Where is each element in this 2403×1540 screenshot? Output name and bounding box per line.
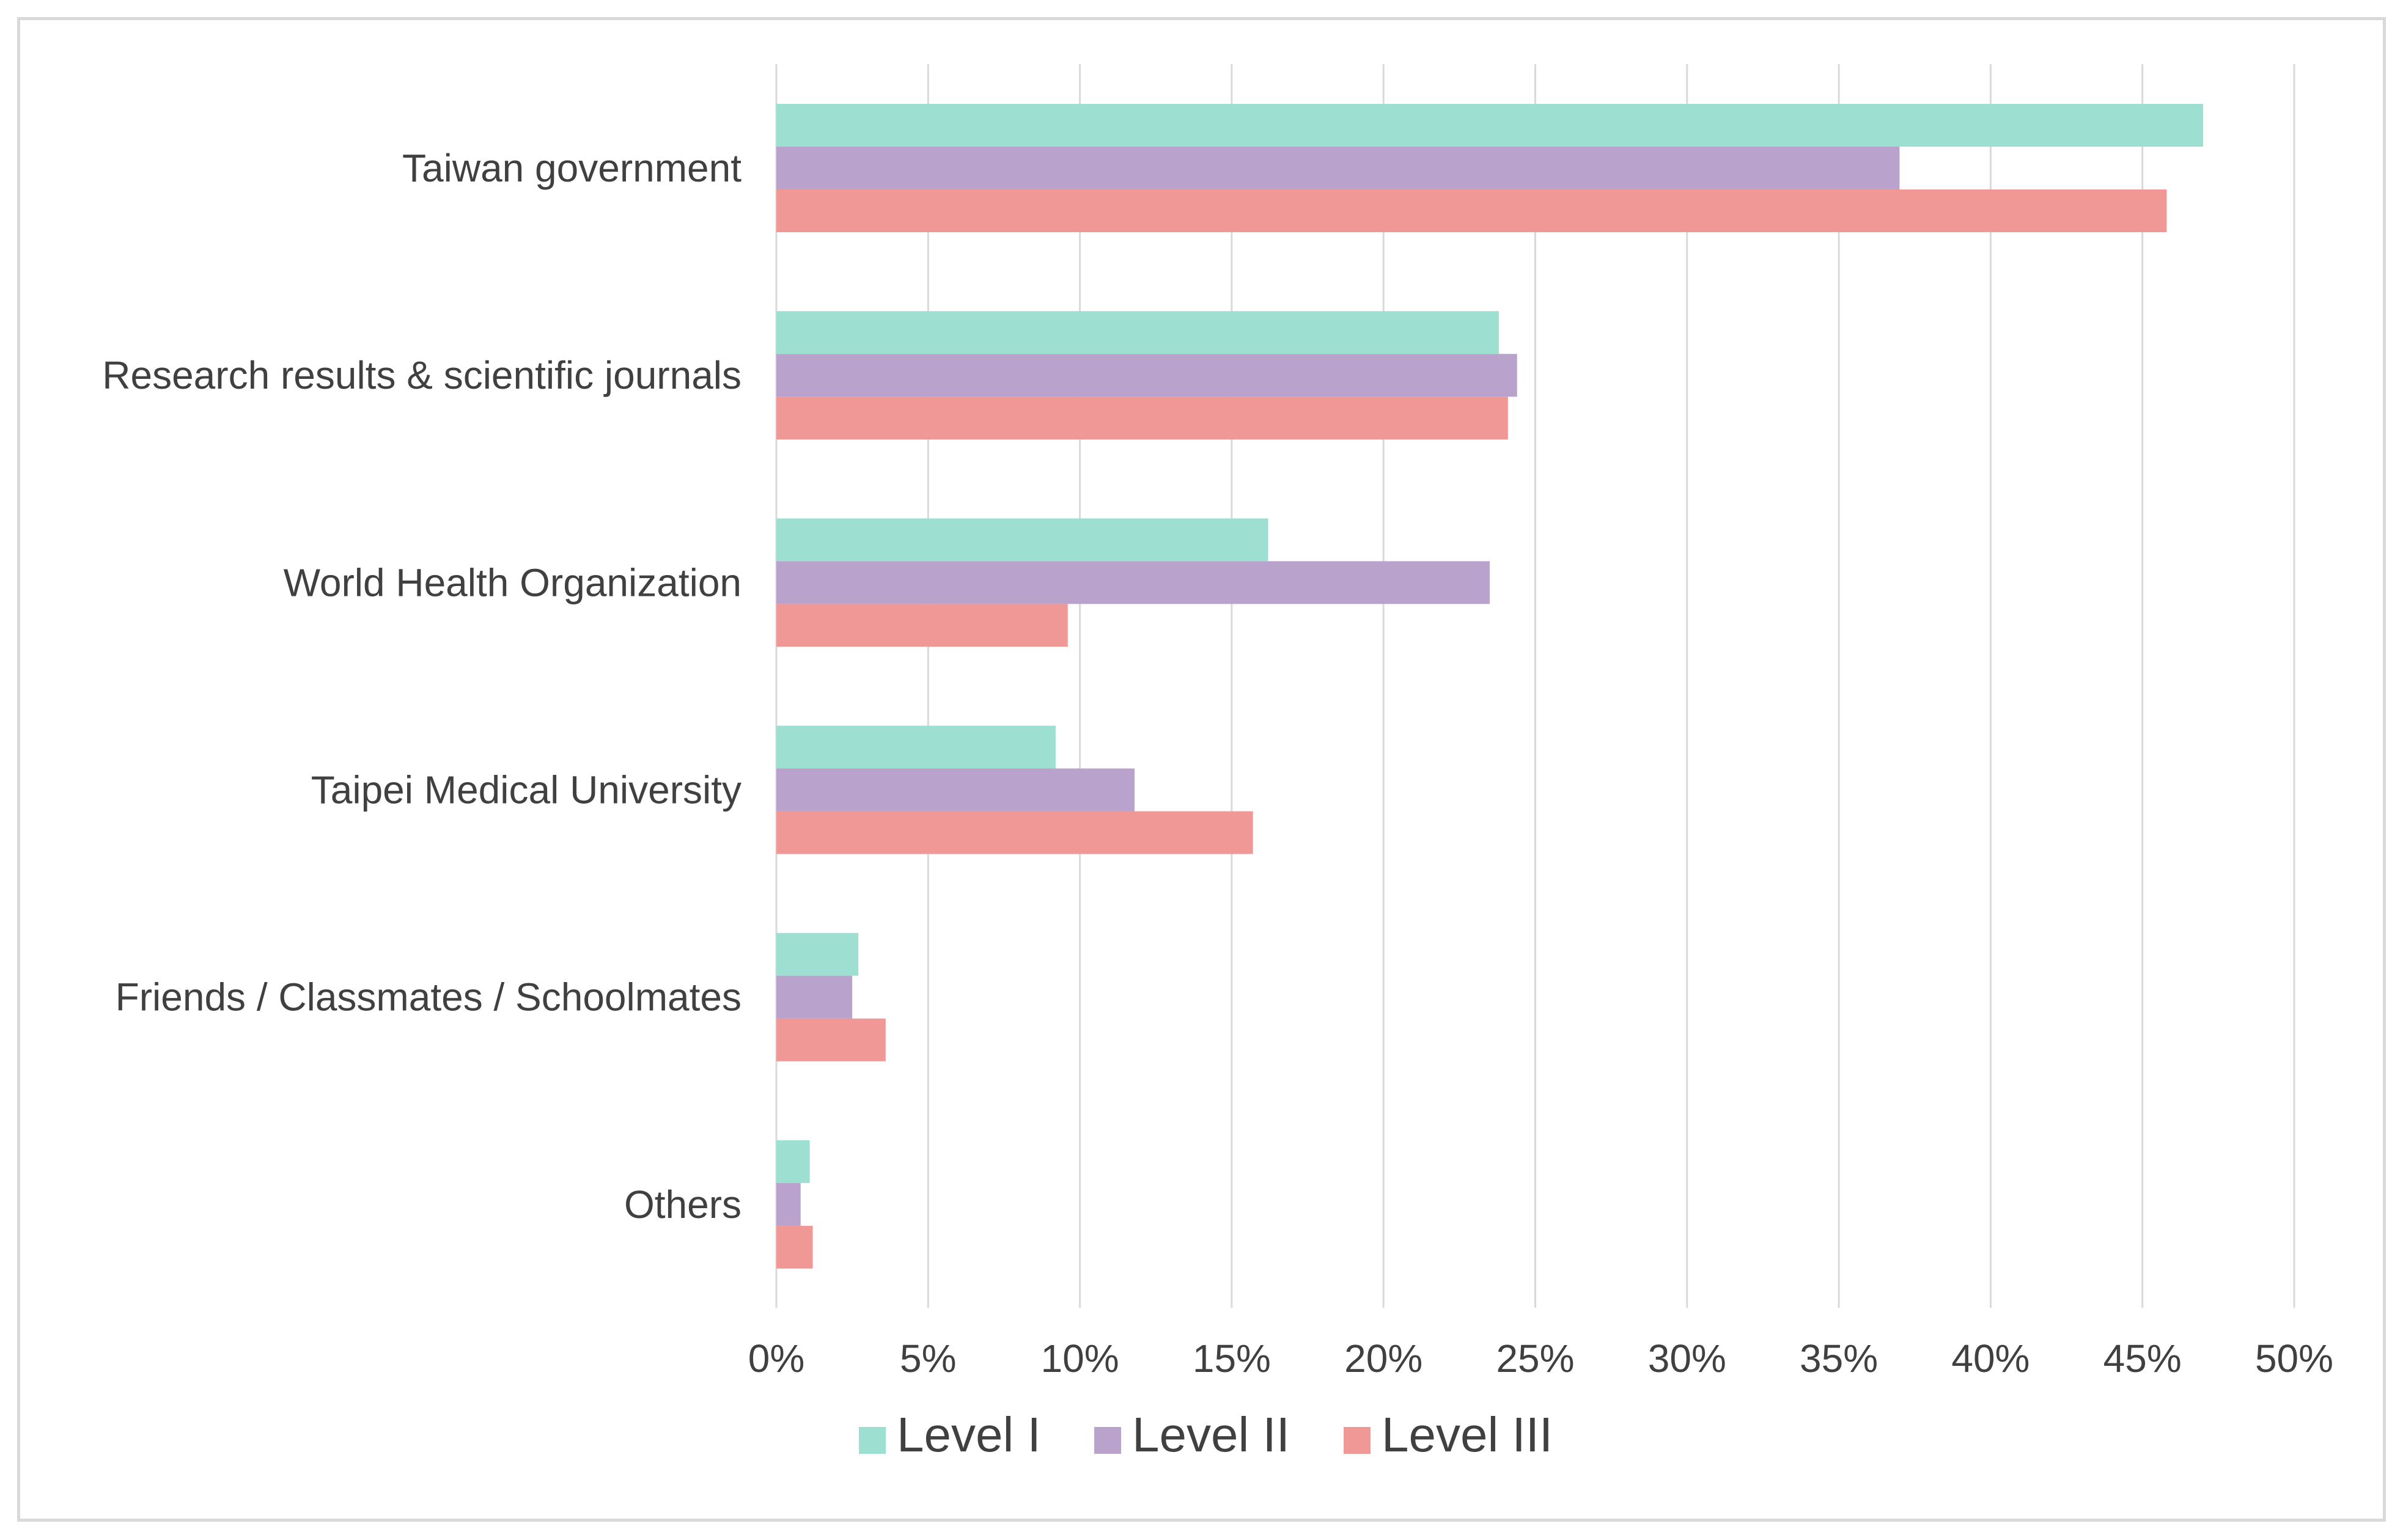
legend-label-level-ii: Level II bbox=[1132, 1407, 1290, 1462]
legend-swatch-level-iii bbox=[1344, 1427, 1371, 1454]
bar-level-ii-friends-classmates-schoolmates bbox=[776, 975, 853, 1019]
bar-level-i-research-results-scientific-journals bbox=[776, 311, 1499, 354]
x-tick-label-40: 40% bbox=[1951, 1336, 2029, 1380]
gridlines bbox=[775, 64, 2295, 1308]
bar-level-ii-taipei-medical-university bbox=[776, 768, 1135, 812]
bar-level-iii-world-health-organization bbox=[776, 604, 1068, 647]
x-tick-label-35: 35% bbox=[1800, 1336, 1878, 1380]
category-label-taiwan-government: Taiwan government bbox=[402, 146, 742, 190]
x-tick-label-0: 0% bbox=[748, 1336, 805, 1380]
bar-level-i-world-health-organization bbox=[776, 518, 1268, 562]
bar-level-iii-others bbox=[776, 1225, 813, 1269]
x-tick-label-15: 15% bbox=[1193, 1336, 1271, 1380]
bar-level-ii-taiwan-government bbox=[776, 147, 1900, 189]
x-tick-label-25: 25% bbox=[1496, 1336, 1574, 1380]
bar-level-i-taipei-medical-university bbox=[776, 725, 1056, 769]
x-tick-label-10: 10% bbox=[1041, 1336, 1119, 1380]
x-tick-label-30: 30% bbox=[1648, 1336, 1726, 1380]
bar-level-iii-friends-classmates-schoolmates bbox=[776, 1018, 886, 1062]
bar-level-ii-others bbox=[776, 1182, 801, 1226]
x-tick-label-45: 45% bbox=[2103, 1336, 2182, 1380]
bar-level-iii-research-results-scientific-journals bbox=[776, 397, 1508, 440]
legend-label-level-i: Level I bbox=[897, 1407, 1041, 1462]
bar-level-i-others bbox=[776, 1140, 810, 1183]
legend-swatch-level-i bbox=[859, 1427, 886, 1454]
legend-label-level-iii: Level III bbox=[1382, 1407, 1553, 1462]
legend-swatch-level-ii bbox=[1094, 1427, 1121, 1454]
bar-level-ii-research-results-scientific-journals bbox=[776, 354, 1517, 397]
category-label-taipei-medical-university: Taipei Medical University bbox=[311, 768, 742, 812]
x-tick-label-20: 20% bbox=[1344, 1336, 1422, 1380]
bar-level-iii-taipei-medical-university bbox=[776, 811, 1253, 854]
bar-level-ii-world-health-organization bbox=[776, 561, 1490, 604]
bar-level-i-taiwan-government bbox=[776, 104, 2204, 147]
bar-level-i-friends-classmates-schoolmates bbox=[776, 933, 859, 976]
x-tick-label-50: 50% bbox=[2255, 1336, 2333, 1380]
bars bbox=[776, 104, 2204, 1269]
bar-level-iii-taiwan-government bbox=[776, 189, 2167, 232]
category-label-research-results-scientific-journals: Research results & scientific journals bbox=[102, 353, 742, 397]
category-label-world-health-organization: World Health Organization bbox=[284, 560, 742, 604]
category-label-others: Others bbox=[624, 1182, 742, 1226]
x-tick-label-5: 5% bbox=[900, 1336, 957, 1380]
legend: Level I Level II Level III bbox=[859, 1407, 1553, 1462]
category-labels: Taiwan government Research results & scie… bbox=[102, 146, 742, 1226]
category-label-friends-classmates-schoolmates: Friends / Classmates / Schoolmates bbox=[116, 975, 742, 1019]
x-axis-tick-labels: 0% 5% 10% 15% 20% 25% 30% 35% 40% 45% 50% bbox=[748, 1336, 2333, 1380]
